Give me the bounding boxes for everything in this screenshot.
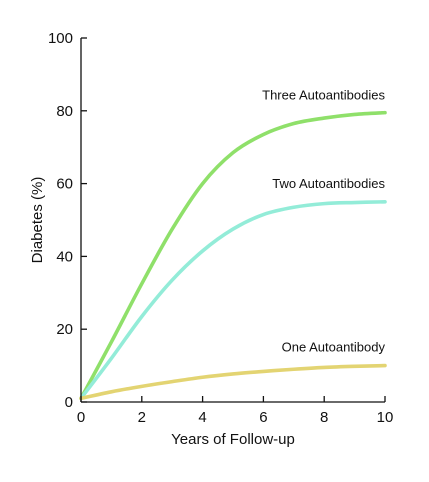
series-label-two-autoantibodies: Two Autoantibodies bbox=[272, 176, 385, 191]
y-tick-label-0: 0 bbox=[65, 394, 73, 411]
series-line-one-autoantibody bbox=[79, 363, 387, 401]
x-tick-label-10: 10 bbox=[377, 409, 394, 426]
series-labels-layer: Three Autoantibodies Two Autoantibodies On… bbox=[262, 88, 385, 355]
y-tick-label-60: 60 bbox=[56, 176, 73, 193]
x-tick-label-6: 6 bbox=[259, 409, 267, 426]
series-layer bbox=[79, 110, 387, 401]
y-axis-title: Diabetes (%) bbox=[29, 177, 46, 264]
y-tick-label-100: 100 bbox=[48, 30, 73, 47]
y-tick-label-20: 20 bbox=[56, 321, 73, 338]
x-tick-label-0: 0 bbox=[77, 409, 85, 426]
y-tick-label-80: 80 bbox=[56, 103, 73, 120]
series-line-three-autoantibodies bbox=[79, 110, 387, 401]
x-tick-label-2: 2 bbox=[138, 409, 146, 426]
series-label-one-autoantibody: One Autoantibody bbox=[282, 340, 386, 355]
series-line-two-autoantibodies bbox=[79, 200, 387, 401]
y-tick-label-40: 40 bbox=[56, 248, 73, 265]
x-axis-title: Years of Follow-up bbox=[171, 431, 295, 448]
axes-layer bbox=[80, 38, 385, 403]
x-tick-label-8: 8 bbox=[320, 409, 328, 426]
series-label-three-autoantibodies: Three Autoantibodies bbox=[262, 88, 385, 103]
ticks-layer: 0 20 40 60 80 100 0 2 4 6 8 10 bbox=[48, 30, 393, 426]
x-tick-label-4: 4 bbox=[198, 409, 206, 426]
